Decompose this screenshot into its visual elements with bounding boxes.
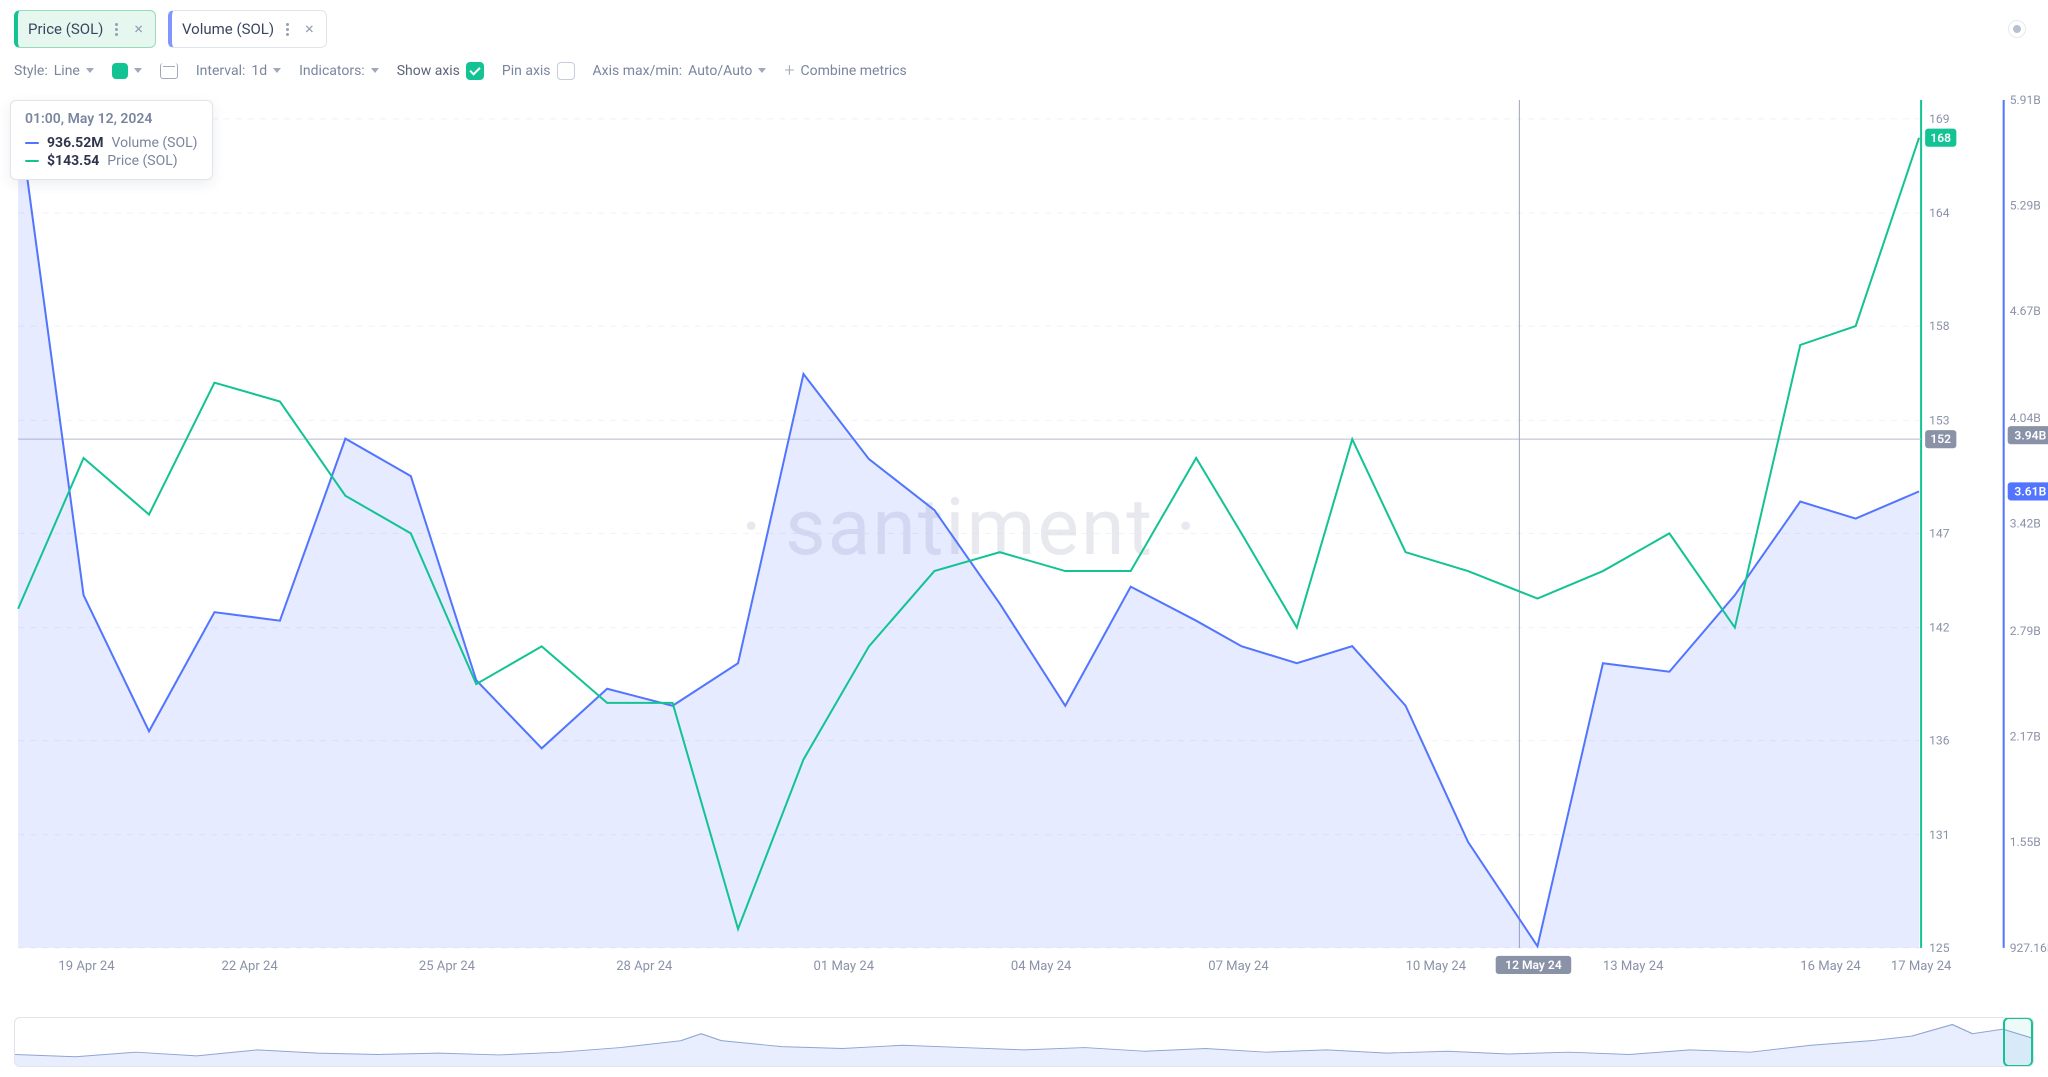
pin-axis-toggle[interactable]: Pin axis <box>502 62 575 80</box>
close-icon[interactable]: × <box>130 21 147 37</box>
svg-text:5.29B: 5.29B <box>2010 199 2041 213</box>
svg-text:131: 131 <box>1929 828 1949 842</box>
svg-text:16 May 24: 16 May 24 <box>1800 959 1861 974</box>
combine-metrics-button[interactable]: + Combine metrics <box>784 60 906 81</box>
tooltip-label: Price (SOL) <box>107 153 177 169</box>
tooltip-row: 936.52M Volume (SOL) <box>25 135 198 151</box>
show-axis-label: Show axis <box>397 63 460 79</box>
svg-text:168: 168 <box>1930 131 1951 145</box>
interval-label: Interval: <box>196 63 246 79</box>
style-label: Style: <box>14 63 48 79</box>
svg-text:136: 136 <box>1929 734 1950 748</box>
style-value: Line <box>54 63 80 79</box>
combine-label: Combine metrics <box>801 63 907 79</box>
metric-chips-row: Price (SOL) × Volume (SOL) × <box>0 0 2048 56</box>
svg-text:2.79B: 2.79B <box>2010 624 2041 638</box>
chart-svg: 169 164 158 153 147 142 136 131 125 5.91B 5.29B 4.6… <box>0 92 2048 998</box>
indicators-label: Indicators: <box>299 63 365 79</box>
svg-text:10 May 24: 10 May 24 <box>1406 959 1467 974</box>
tooltip-value: 936.52M <box>47 135 103 151</box>
svg-text:07 May 24: 07 May 24 <box>1208 959 1269 974</box>
series-color-select[interactable] <box>112 63 142 79</box>
overview-handle[interactable] <box>2003 1017 2033 1067</box>
color-swatch-icon <box>112 63 128 79</box>
chevron-down-icon <box>371 68 379 73</box>
indicators-select[interactable]: Indicators: <box>299 63 379 79</box>
svg-text:13 May 24: 13 May 24 <box>1603 959 1664 974</box>
chip-price[interactable]: Price (SOL) × <box>14 10 156 48</box>
svg-text:3.94B: 3.94B <box>2014 428 2046 442</box>
style-select[interactable]: Style: Line <box>14 63 94 79</box>
svg-text:1.55B: 1.55B <box>2010 835 2041 849</box>
chart-tooltip: 01:00, May 12, 2024 936.52M Volume (SOL)… <box>10 100 213 180</box>
axis-minmax-label: Axis max/min: <box>593 63 683 79</box>
show-axis-toggle[interactable]: Show axis <box>397 62 484 80</box>
overview-scrubber[interactable] <box>14 1017 2034 1067</box>
svg-text:152: 152 <box>1930 432 1951 446</box>
interval-value: 1d <box>251 63 267 79</box>
svg-text:04 May 24: 04 May 24 <box>1011 959 1072 974</box>
chip-menu-icon[interactable] <box>284 23 291 36</box>
chevron-down-icon <box>758 68 766 73</box>
chevron-down-icon <box>134 68 142 73</box>
svg-text:3.61B: 3.61B <box>2014 484 2046 498</box>
chart-area[interactable]: 169 164 158 153 147 142 136 131 125 5.91B 5.29B 4.6… <box>0 92 2048 1009</box>
svg-text:158: 158 <box>1929 319 1950 333</box>
tooltip-value: $143.54 <box>47 153 99 169</box>
svg-text:3.42B: 3.42B <box>2010 517 2041 531</box>
chip-volume[interactable]: Volume (SOL) × <box>168 10 327 48</box>
svg-text:164: 164 <box>1929 206 1950 220</box>
svg-text:2.17B: 2.17B <box>2010 729 2041 743</box>
pin-axis-label: Pin axis <box>502 63 551 79</box>
svg-text:142: 142 <box>1929 621 1950 635</box>
axis-minmax-select[interactable]: Axis max/min: Auto/Auto <box>593 63 767 79</box>
svg-text:4.67B: 4.67B <box>2010 304 2041 318</box>
svg-text:28 Apr 24: 28 Apr 24 <box>616 959 673 974</box>
svg-text:927.16M: 927.16M <box>2010 941 2048 955</box>
series-dash-icon <box>25 160 39 162</box>
svg-text:22 Apr 24: 22 Apr 24 <box>222 959 279 974</box>
series-dash-icon <box>25 142 39 144</box>
chip-price-label: Price (SOL) <box>28 20 103 38</box>
chevron-down-icon <box>86 68 94 73</box>
tooltip-row: $143.54 Price (SOL) <box>25 153 198 169</box>
chip-menu-icon[interactable] <box>113 23 120 36</box>
status-indicator <box>2008 20 2026 38</box>
chip-volume-label: Volume (SOL) <box>182 20 274 38</box>
svg-text:147: 147 <box>1929 526 1950 540</box>
close-icon[interactable]: × <box>301 21 318 37</box>
plus-icon: + <box>784 60 794 81</box>
chevron-down-icon <box>273 68 281 73</box>
svg-text:4.04B: 4.04B <box>2010 411 2041 425</box>
svg-text:19 Apr 24: 19 Apr 24 <box>58 959 115 974</box>
svg-text:01 May 24: 01 May 24 <box>814 959 875 974</box>
svg-text:17 May 24: 17 May 24 <box>1891 959 1952 974</box>
app-root: Price (SOL) × Volume (SOL) × Style: Line… <box>0 0 2048 1077</box>
svg-text:125: 125 <box>1929 941 1950 955</box>
axis-minmax-value: Auto/Auto <box>688 63 752 79</box>
tooltip-timestamp: 01:00, May 12, 2024 <box>25 111 198 127</box>
tooltip-label: Volume (SOL) <box>111 135 197 151</box>
scale-icon <box>160 63 178 79</box>
checkbox-on-icon <box>466 62 484 80</box>
checkbox-off-icon <box>557 62 575 80</box>
svg-text:153: 153 <box>1929 413 1949 427</box>
svg-text:25 Apr 24: 25 Apr 24 <box>419 959 476 974</box>
svg-text:169: 169 <box>1929 112 1949 126</box>
chart-controls: Style: Line Interval: 1d Indicators: Sho… <box>0 56 2048 92</box>
svg-text:12 May 24: 12 May 24 <box>1505 958 1562 972</box>
svg-text:5.91B: 5.91B <box>2010 93 2041 107</box>
interval-select[interactable]: Interval: 1d <box>196 63 281 79</box>
overview-svg <box>15 1018 2033 1066</box>
scale-button[interactable] <box>160 63 178 79</box>
